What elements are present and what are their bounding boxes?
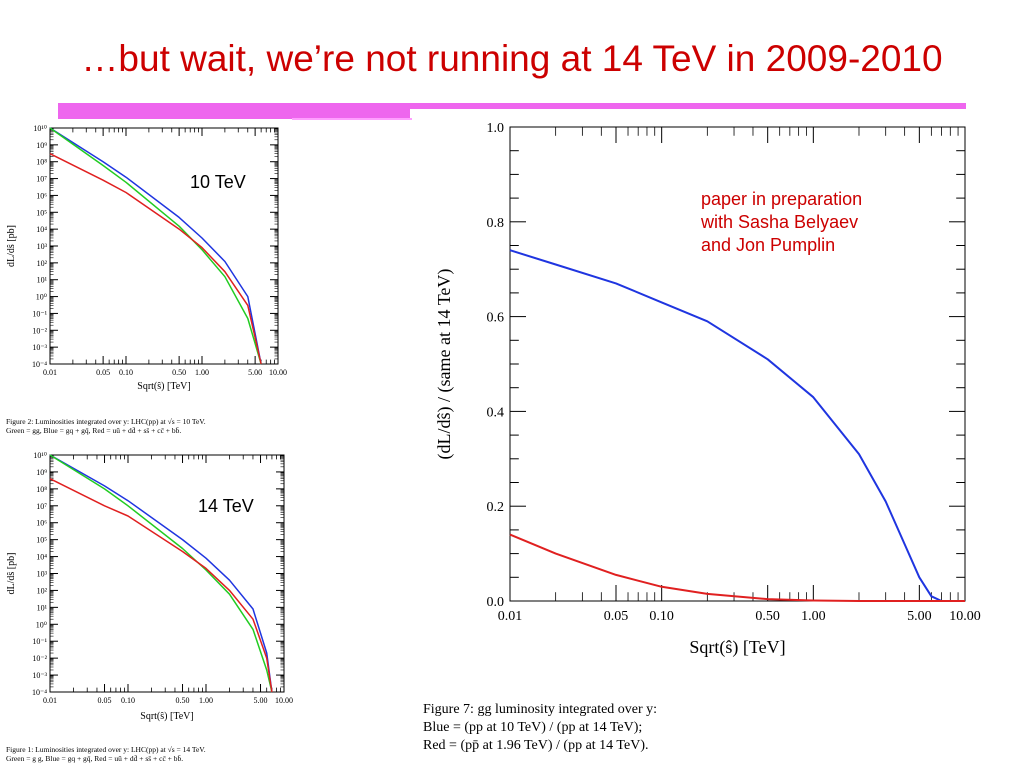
y-tick-label: 10⁷ (36, 502, 47, 511)
y-tick-label: 0.4 (487, 405, 505, 420)
x-axis-title: Sqrt(ŝ) [TeV] (137, 381, 190, 392)
y-tick-label: 10² (37, 259, 48, 268)
x-tick-label: 0.10 (119, 368, 133, 377)
y-tick-label: 10⁸ (36, 485, 47, 494)
x-tick-label: 5.00 (254, 696, 268, 705)
y-tick-label: 10⁻³ (32, 343, 47, 352)
y-tick-label: 10⁶ (36, 191, 47, 200)
plot-frame (49, 127, 279, 365)
x-tick-label: 10.00 (275, 696, 293, 705)
x-tick-label: 10.00 (269, 368, 287, 377)
x-tick-label: 0.01 (43, 696, 57, 705)
x-tick-label: 0.50 (755, 609, 780, 624)
note-text: paper in preparation with Sasha Belyaev … (701, 188, 961, 257)
y-tick-label: 1.0 (487, 121, 505, 136)
plot-frame (49, 454, 285, 693)
y-axis-title: dL/dŝ [pb] (6, 553, 17, 595)
accent-bar-strip (292, 118, 412, 120)
y-tick-label: 10⁵ (36, 208, 47, 217)
series-line-green (49, 454, 273, 693)
y-tick-label: 0.0 (487, 595, 505, 610)
x-tick-label: 1.00 (801, 609, 826, 624)
x-tick-label: 5.00 (248, 368, 262, 377)
x-tick-label: 0.05 (604, 609, 629, 624)
note-line-1: paper in preparation (701, 189, 863, 209)
y-tick-label: 10¹ (37, 603, 48, 612)
y-tick-label: 10¹⁰ (33, 124, 47, 133)
series-line-red (509, 533, 965, 602)
x-tick-label: 0.01 (43, 368, 57, 377)
y-tick-label: 10⁰ (36, 293, 47, 302)
x-tick-label: 0.05 (98, 696, 112, 705)
y-tick-label: 0.2 (487, 500, 505, 515)
y-tick-label: 10⁻⁴ (32, 360, 47, 369)
y-tick-label: 10⁻¹ (32, 637, 47, 646)
y-tick-label: 10⁹ (36, 141, 47, 150)
y-tick-label: 10⁰ (36, 620, 47, 629)
caption-figure-1: Figure 1: Luminosities integrated over y… (6, 745, 306, 763)
y-tick-label: 10⁴ (36, 225, 47, 234)
caption-figure-2-line-1: Figure 2: Luminosities integrated over y… (6, 417, 206, 426)
caption-figure-7-line-1: Figure 7: gg luminosity integrated over … (423, 702, 658, 717)
x-tick-label: 1.00 (199, 696, 213, 705)
panel-label-10tev: 10 TeV (190, 172, 246, 192)
caption-figure-2-line-2: Green = gg, Blue = gq + gq̄, Red = uū + … (6, 426, 182, 435)
series-line-blue (49, 127, 262, 365)
series-line-red (49, 478, 273, 693)
series-line-green (49, 127, 262, 365)
accent-bar-right (410, 103, 966, 109)
chart-bottom-left: 0.01 0.05 0.10 0.50 1.00 5.00 10.00 10¹⁰ 10⁹ 10⁸ 1… (6, 451, 293, 722)
y-tick-label: 10³ (37, 242, 48, 251)
y-tick-label: 10⁸ (36, 158, 47, 167)
chart-main-ratio: 0.01 0.05 0.10 0.50 1.00 5.00 10.00 0.0 0.2 0.4 0.… (434, 121, 981, 658)
y-tick-label: 10⁷ (36, 175, 47, 184)
y-tick-label: 10⁵ (36, 536, 47, 545)
x-axis-title: Sqrt(ŝ) [TeV] (140, 711, 193, 722)
x-tick-label: 5.00 (907, 609, 932, 624)
y-tick-label: 10⁻² (32, 654, 47, 663)
caption-figure-1-line-2: Green = g g, Blue = gq + gq̄, Red = uū +… (6, 754, 184, 763)
x-tick-label: 0.01 (498, 609, 523, 624)
y-tick-label: 10³ (37, 570, 48, 579)
accent-bar-left (58, 103, 410, 119)
y-axis-title: dL/dŝ [pb] (6, 225, 17, 267)
series-line-blue (49, 454, 273, 693)
y-tick-label: 10⁶ (36, 519, 47, 528)
y-tick-label: 10² (37, 586, 48, 595)
y-tick-label: 10⁻⁴ (32, 688, 47, 697)
caption-figure-7-line-3: Red = (pp̄ at 1.96 TeV) / (pp at 14 TeV)… (423, 738, 649, 753)
y-tick-label: 0.6 (487, 311, 505, 326)
note-line-3: and Jon Pumplin (701, 235, 836, 255)
y-tick-label: 10⁻¹ (32, 309, 47, 318)
x-tick-label: 0.10 (121, 696, 135, 705)
y-tick-label: 10¹ (37, 276, 48, 285)
caption-figure-7: Figure 7: gg luminosity integrated over … (423, 701, 753, 755)
x-tick-label: 0.50 (172, 368, 186, 377)
caption-figure-7-line-2: Blue = (pp at 10 TeV) / (pp at 14 TeV); (423, 720, 643, 735)
y-tick-label: 0.8 (487, 216, 505, 231)
x-tick-label: 10.00 (949, 609, 981, 624)
y-tick-label: 10⁻³ (32, 671, 47, 680)
caption-figure-2: Figure 2: Luminosities integrated over y… (6, 417, 306, 435)
x-tick-label: 0.50 (176, 696, 190, 705)
y-tick-label: 10¹⁰ (33, 451, 47, 460)
y-tick-label: 10⁹ (36, 468, 47, 477)
x-tick-label: 0.10 (649, 609, 674, 624)
series-line-blue (509, 249, 965, 602)
series-line-red (49, 153, 262, 365)
y-tick-label: 10⁻² (32, 326, 47, 335)
x-tick-label: 1.00 (195, 368, 209, 377)
x-tick-label: 0.05 (96, 368, 110, 377)
y-axis-title: (dL/dŝ) / (same at 14 TeV) (434, 269, 455, 460)
slide-title: …but wait, we’re not running at 14 TeV i… (81, 38, 943, 79)
chart-top-left: 0.01 0.05 0.10 0.50 1.00 5.00 10.00 10¹⁰ 10⁹ 10⁸ 1… (6, 124, 287, 392)
caption-figure-1-line-1: Figure 1: Luminosities integrated over y… (6, 745, 206, 754)
note-line-2: with Sasha Belyaev (701, 212, 859, 232)
x-axis-title: Sqrt(ŝ) [TeV] (689, 637, 785, 658)
y-tick-label: 10⁴ (36, 553, 47, 562)
panel-label-14tev: 14 TeV (198, 496, 254, 516)
